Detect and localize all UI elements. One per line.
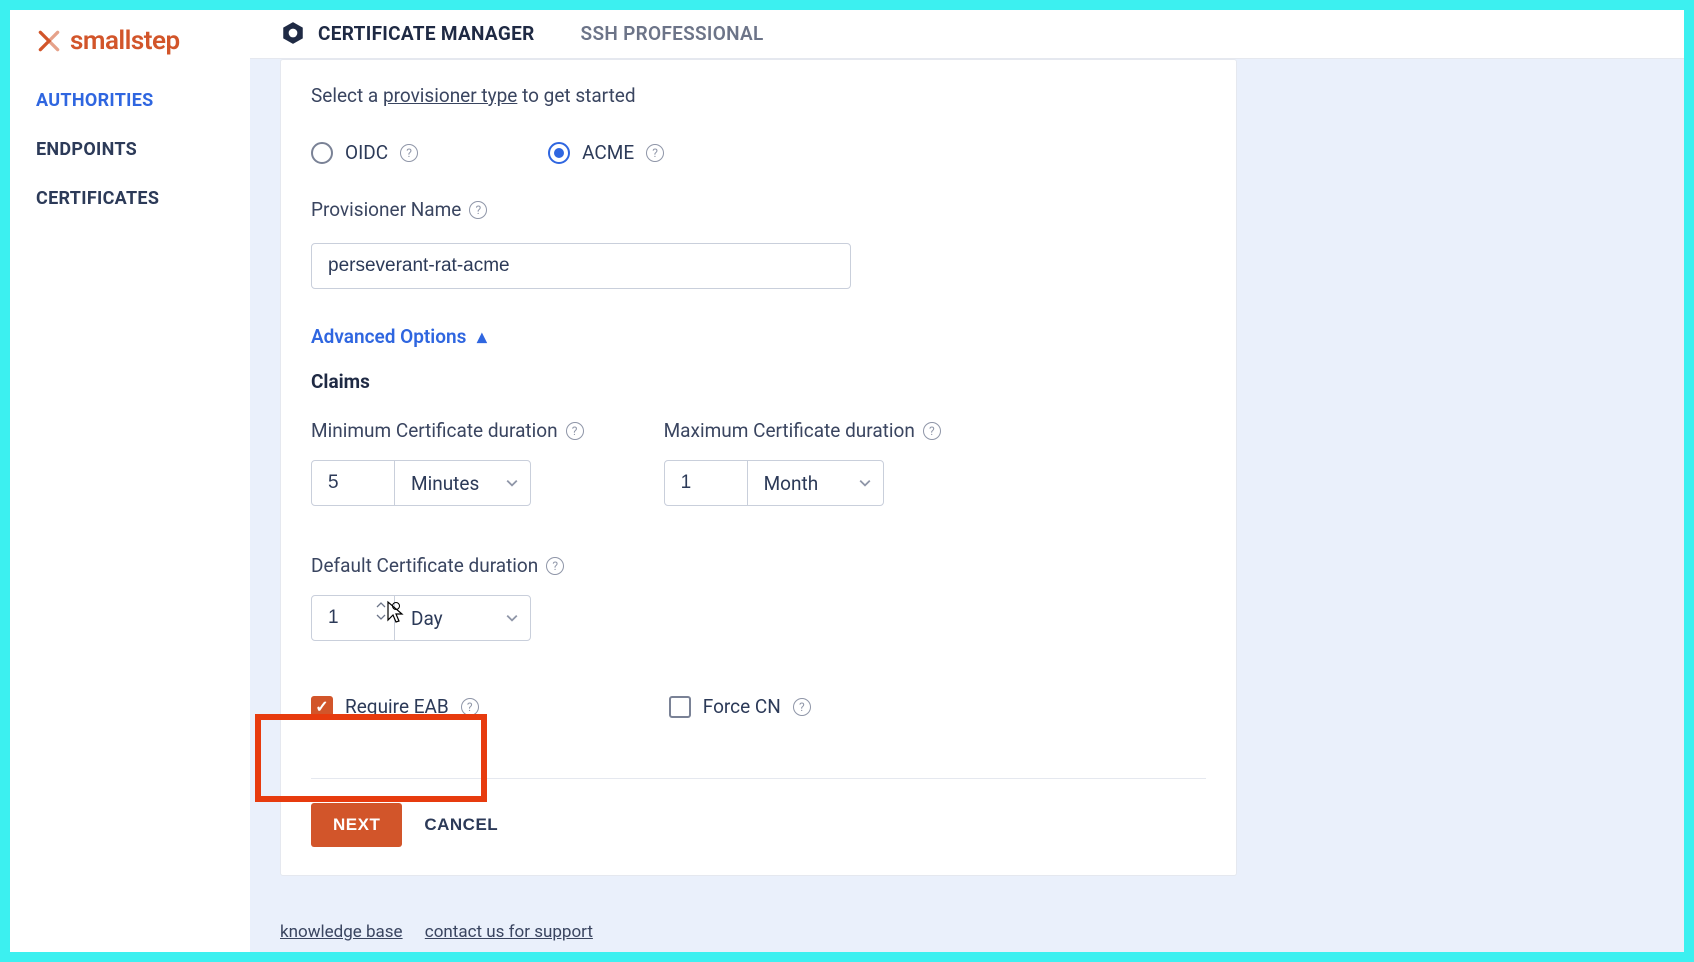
help-icon[interactable]: ?	[461, 698, 479, 716]
provisioner-name-input[interactable]	[311, 243, 851, 289]
kb-link[interactable]: knowledge base	[280, 922, 403, 942]
spin-down-icon[interactable]	[374, 612, 388, 622]
provisioner-type-radios: OIDC ? ACME ?	[311, 141, 1206, 164]
next-button[interactable]: NEXT	[311, 803, 402, 847]
main: CERTIFICATE MANAGER SSH PROFESSIONAL Sel…	[250, 10, 1684, 952]
min-duration: Minimum Certificate duration ? Minutes	[311, 419, 584, 506]
provisioner-name-label: Provisioner Name ?	[311, 198, 1206, 221]
support-link[interactable]: contact us for support	[425, 922, 593, 942]
cancel-button[interactable]: CANCEL	[424, 815, 498, 835]
default-duration-value[interactable]	[312, 607, 366, 629]
footer-links: knowledge base contact us for support	[280, 922, 611, 942]
tab-certificate-manager[interactable]: CERTIFICATE MANAGER	[280, 20, 535, 46]
checkbox-label: Require EAB	[345, 695, 449, 718]
brand-logo-icon	[36, 28, 62, 54]
sidebar-item-certificates[interactable]: CERTIFICATES	[36, 188, 250, 209]
radio-icon	[311, 142, 333, 164]
chevron-down-icon	[859, 477, 871, 489]
radio-acme[interactable]: ACME ?	[548, 141, 664, 164]
advanced-options-toggle[interactable]: Advanced Options ▴	[311, 325, 1206, 348]
radio-label: ACME	[582, 141, 634, 164]
checkbox-icon	[311, 696, 333, 718]
spin-up-icon[interactable]	[374, 600, 388, 610]
sidebar-nav: AUTHORITIES ENDPOINTS CERTIFICATES	[36, 90, 250, 209]
provisioner-type-link[interactable]: provisioner type	[383, 84, 517, 107]
number-spinner[interactable]	[374, 600, 388, 622]
radio-label: OIDC	[345, 141, 388, 164]
label-text: Provisioner Name	[311, 198, 461, 221]
unit-text: Minutes	[411, 472, 479, 495]
provisioner-card: Select a provisioner type to get started…	[280, 59, 1237, 876]
intro-prefix: Select a	[311, 84, 383, 107]
help-icon[interactable]: ?	[793, 698, 811, 716]
require-eab-checkbox[interactable]: Require EAB ?	[311, 695, 479, 718]
radio-oidc[interactable]: OIDC ?	[311, 141, 418, 164]
tab-ssh-professional[interactable]: SSH PROFESSIONAL	[581, 22, 764, 45]
tab-label: SSH PROFESSIONAL	[581, 22, 764, 45]
tab-label: CERTIFICATE MANAGER	[318, 22, 535, 45]
help-icon[interactable]: ?	[546, 557, 564, 575]
default-duration-unit-select[interactable]: Day	[394, 596, 530, 640]
chevron-down-icon	[506, 477, 518, 489]
force-cn-checkbox[interactable]: Force CN ?	[669, 695, 811, 718]
annotation-highlight	[255, 714, 487, 802]
top-tabs: CERTIFICATE MANAGER SSH PROFESSIONAL	[250, 10, 1684, 59]
help-icon[interactable]: ?	[400, 144, 418, 162]
brand-name: smallstep	[70, 26, 180, 56]
sidebar-item-endpoints[interactable]: ENDPOINTS	[36, 139, 250, 160]
brand[interactable]: smallstep	[36, 26, 250, 56]
checkbox-icon	[669, 696, 691, 718]
intro-text: Select a provisioner type to get started	[311, 84, 1206, 107]
max-duration-value[interactable]	[665, 472, 719, 494]
label-text: Minimum Certificate duration	[311, 419, 558, 442]
chevron-down-icon	[506, 612, 518, 624]
label-text: Default Certificate duration	[311, 554, 538, 577]
label-text: Maximum Certificate duration	[664, 419, 915, 442]
intro-suffix: to get started	[517, 84, 635, 107]
divider	[311, 778, 1206, 779]
max-duration-unit-select[interactable]: Month	[747, 461, 883, 505]
help-icon[interactable]: ?	[469, 201, 487, 219]
sidebar-item-authorities[interactable]: AUTHORITIES	[36, 90, 250, 111]
help-icon[interactable]: ?	[566, 422, 584, 440]
min-duration-unit-select[interactable]: Minutes	[394, 461, 530, 505]
max-duration: Maximum Certificate duration ? Month	[664, 419, 941, 506]
help-icon[interactable]: ?	[646, 144, 664, 162]
unit-text: Month	[764, 472, 819, 495]
radio-icon	[548, 142, 570, 164]
unit-text: Day	[411, 607, 443, 630]
cert-manager-icon	[280, 20, 306, 46]
sidebar: smallstep AUTHORITIES ENDPOINTS CERTIFIC…	[10, 10, 250, 952]
advanced-label: Advanced Options	[311, 325, 466, 348]
min-duration-value[interactable]	[312, 472, 366, 494]
checkbox-label: Force CN	[703, 695, 781, 718]
claims-heading: Claims	[311, 370, 1206, 393]
caret-up-icon: ▴	[477, 325, 487, 348]
help-icon[interactable]: ?	[923, 422, 941, 440]
